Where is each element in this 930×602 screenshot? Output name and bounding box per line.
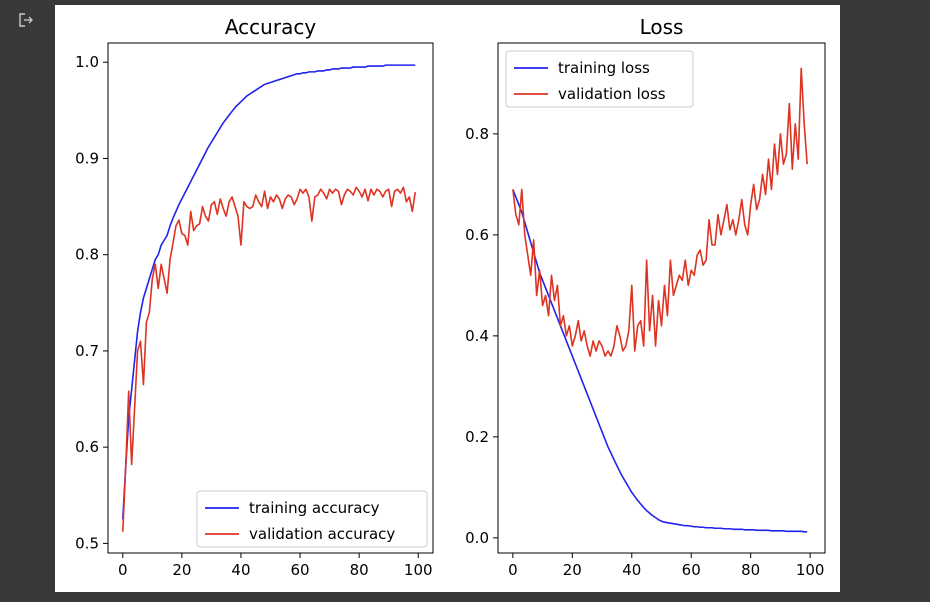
- legend: training loss validation loss: [505, 50, 694, 108]
- legend-label: training loss: [558, 59, 650, 77]
- legend: training accuracy validation accuracy: [196, 490, 428, 548]
- y-tick-label: 0.5: [75, 534, 99, 552]
- x-tick-label: 100: [404, 561, 433, 579]
- chart-panel-loss: Loss 0 20 40 60 80 100 0.0 0.2 0.4 0.6 0.8 training …: [465, 15, 826, 579]
- series-line-training-loss: [512, 189, 808, 533]
- x-tick-label: 80: [741, 561, 760, 579]
- axes-frame: [497, 42, 826, 554]
- chart-title: Loss: [640, 15, 684, 39]
- y-tick-label: 0.0: [465, 529, 489, 547]
- x-tick-label: 100: [796, 561, 825, 579]
- y-tick-label: 0.6: [75, 438, 99, 456]
- x-tick-label: 40: [231, 561, 250, 579]
- y-tick-label: 0.4: [465, 327, 489, 345]
- output-redirect-icon[interactable]: [16, 10, 36, 30]
- x-tick-label: 60: [290, 561, 309, 579]
- y-tick-label: 1.0: [75, 53, 99, 71]
- chart-figure: Accuracy 0 20 40 60 80 100 0.5 0.6 0.7 0.8 0.9 1.0 tr…: [75, 15, 826, 579]
- legend-label: validation loss: [558, 85, 666, 103]
- y-tick-label: 0.7: [75, 342, 99, 360]
- y-tick-label: 0.2: [465, 428, 489, 446]
- series-line-validation-accuracy: [121, 186, 417, 532]
- y-tick-label: 0.6: [465, 226, 489, 244]
- axes-frame: [107, 42, 434, 554]
- output-redirect-icon-glyph: [19, 13, 33, 27]
- y-tick-label: 0.8: [75, 246, 99, 264]
- x-tick-label: 20: [563, 561, 582, 579]
- chart-panel-accuracy: Accuracy 0 20 40 60 80 100 0.5 0.6 0.7 0.8 0.9 1.0 tr…: [75, 15, 434, 579]
- figure-output: Accuracy 0 20 40 60 80 100 0.5 0.6 0.7 0.8 0.9 1.0 tr…: [55, 5, 840, 592]
- chart-title: Accuracy: [225, 15, 316, 39]
- y-tick-label: 0.8: [465, 125, 489, 143]
- x-tick-label: 60: [682, 561, 701, 579]
- x-tick-label: 80: [350, 561, 369, 579]
- x-tick-label: 40: [622, 561, 641, 579]
- series-line-validation-loss: [512, 67, 808, 357]
- legend-label: training accuracy: [249, 499, 380, 517]
- x-tick-label: 0: [118, 561, 128, 579]
- series-line-training-accuracy: [121, 64, 416, 520]
- legend-label: validation accuracy: [249, 525, 395, 543]
- legend-box: [196, 490, 428, 548]
- y-tick-label: 0.9: [75, 149, 99, 167]
- x-tick-label: 20: [172, 561, 191, 579]
- legend-box: [505, 50, 694, 108]
- x-tick-label: 0: [508, 561, 518, 579]
